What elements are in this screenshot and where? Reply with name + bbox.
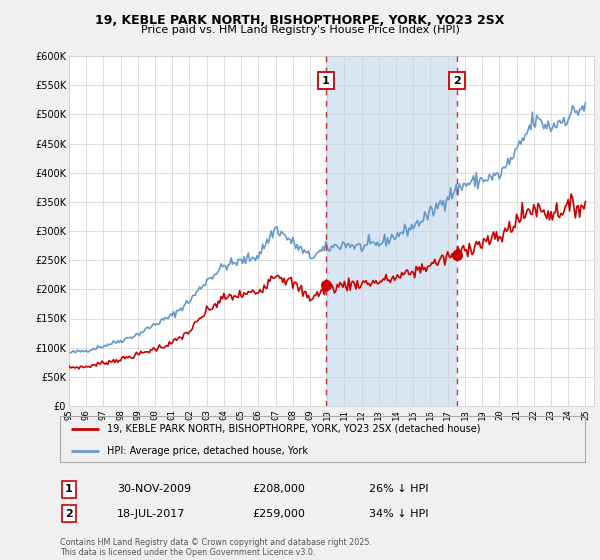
Text: £259,000: £259,000 <box>252 508 305 519</box>
Text: 26% ↓ HPI: 26% ↓ HPI <box>369 484 428 494</box>
Text: 2: 2 <box>453 76 461 86</box>
Text: £208,000: £208,000 <box>252 484 305 494</box>
Text: 18-JUL-2017: 18-JUL-2017 <box>117 508 185 519</box>
Text: 19, KEBLE PARK NORTH, BISHOPTHORPE, YORK, YO23 2SX: 19, KEBLE PARK NORTH, BISHOPTHORPE, YORK… <box>95 14 505 27</box>
Text: Contains HM Land Registry data © Crown copyright and database right 2025.
This d: Contains HM Land Registry data © Crown c… <box>60 538 372 557</box>
Bar <box>326 56 457 406</box>
Text: 1: 1 <box>322 76 329 86</box>
Text: 1: 1 <box>65 484 73 494</box>
Text: 19, KEBLE PARK NORTH, BISHOPTHORPE, YORK, YO23 2SX (detached house): 19, KEBLE PARK NORTH, BISHOPTHORPE, YORK… <box>107 424 481 434</box>
Text: 30-NOV-2009: 30-NOV-2009 <box>117 484 191 494</box>
Text: HPI: Average price, detached house, York: HPI: Average price, detached house, York <box>107 446 308 455</box>
Text: Price paid vs. HM Land Registry's House Price Index (HPI): Price paid vs. HM Land Registry's House … <box>140 25 460 35</box>
Text: 2: 2 <box>65 508 73 519</box>
Text: 34% ↓ HPI: 34% ↓ HPI <box>369 508 428 519</box>
